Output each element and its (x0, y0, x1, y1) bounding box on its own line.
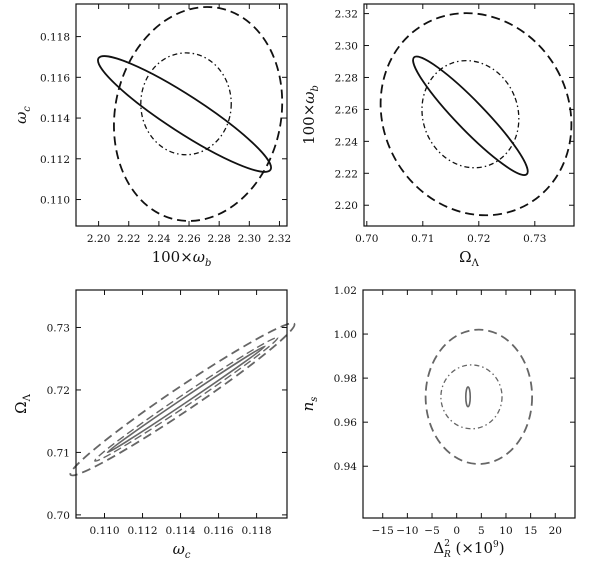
x-axis-label: 100×ωb (152, 248, 212, 269)
y-tick-label: 2.22 (335, 168, 358, 180)
y-tick-label: 0.94 (334, 461, 358, 473)
x-tick-label: 0.116 (204, 525, 234, 537)
y-tick-label: 0.118 (40, 32, 70, 44)
plot-frame (362, 289, 576, 519)
y-tick-label: 0.114 (40, 113, 70, 125)
contour-dashed (69, 322, 296, 477)
x-tick-label: 0.114 (166, 525, 196, 537)
panel-top-left: 2.20 2.22 2.24 2.26 2.28 2.30 2.32 0.110 0.112 0.… (12, 3, 291, 269)
x-tick-label: 0.72 (467, 233, 490, 245)
x-tick-label: 0.118 (242, 525, 272, 537)
contour-dotted (421, 59, 520, 169)
panel-top-right: 0.70 0.71 0.72 0.73 2.20 2.22 2.24 2.26 2.28 2.30… (300, 3, 575, 269)
x-tick-label: 0 (453, 525, 460, 537)
x-tick-label: 5 (478, 525, 485, 537)
x-tick-label: 2.24 (147, 233, 171, 245)
contour-dashed-inner (94, 336, 279, 462)
x-axis-label: Δ2 R (×109) (433, 539, 504, 560)
contour-solid (106, 345, 266, 454)
x-tick-label: 15 (524, 525, 537, 537)
y-tick-label: 1.00 (334, 329, 357, 341)
panel-bottom-left: 0.110 0.112 0.114 0.116 0.118 0.70 0.71 0.72 0.7… (12, 289, 296, 561)
y-axis-label: ωc (12, 106, 33, 124)
x-tick-label: 10 (499, 525, 512, 537)
contour-dashed (113, 6, 284, 222)
y-tick-label: 0.73 (47, 322, 70, 334)
x-tick-label: 0.70 (355, 233, 378, 245)
panel-bottom-right: −15 −10 −5 0 5 10 15 20 0.94 0.96 0.98 1.00 1.02 Δ2 R … (299, 285, 576, 560)
x-tick-label: −10 (396, 525, 418, 537)
x-tick-label: 2.30 (238, 233, 261, 245)
y-tick-label: 2.20 (335, 200, 358, 212)
y-tick-label: 0.98 (334, 373, 357, 385)
y-tick-label: 0.110 (40, 195, 70, 207)
x-axis-label: ωc (173, 540, 191, 561)
contour-solid (412, 55, 529, 176)
x-tick-label: 0.110 (89, 525, 119, 537)
contour-dotted (440, 364, 503, 430)
x-tick-label: 0.71 (411, 233, 434, 245)
contour-solid (97, 55, 272, 173)
y-axis-label: ns (299, 397, 320, 412)
y-tick-label: 0.70 (47, 510, 70, 522)
y-tick-label: 0.116 (40, 72, 70, 84)
y-tick-label: 0.112 (40, 154, 70, 166)
x-tick-label: 2.22 (117, 233, 140, 245)
x-tick-label: 2.26 (177, 233, 201, 245)
plot-frame (75, 289, 288, 519)
plot-frame (363, 3, 575, 227)
y-tick-label: 0.72 (47, 385, 70, 397)
x-tick-label: −15 (372, 525, 394, 537)
contour-dashed (424, 328, 534, 465)
x-tick-label: 20 (549, 525, 562, 537)
contour-solid (464, 386, 472, 408)
x-axis-label: ΩΛ (459, 248, 479, 269)
y-tick-label: 2.32 (335, 9, 358, 21)
x-tick-label: 2.20 (87, 233, 110, 245)
y-tick-label: 2.24 (335, 136, 359, 148)
y-tick-label: 1.02 (334, 285, 357, 297)
contour-dotted (140, 52, 232, 156)
y-tick-label: 2.28 (335, 72, 358, 84)
x-tick-label: 0.112 (128, 525, 158, 537)
x-tick-label: −5 (424, 525, 439, 537)
y-tick-label: 0.96 (334, 417, 358, 429)
y-tick-label: 2.26 (335, 104, 359, 116)
plot-frame (75, 3, 288, 227)
y-axis-label: 100×ωb (300, 85, 321, 145)
y-tick-label: 0.71 (47, 447, 70, 459)
x-tick-label: 0.73 (523, 233, 546, 245)
contour-dashed (379, 12, 573, 217)
x-tick-label: 2.32 (268, 233, 291, 245)
y-axis-label: ΩΛ (12, 393, 33, 413)
x-tick-label: 2.28 (207, 233, 230, 245)
y-tick-label: 2.30 (335, 41, 358, 53)
